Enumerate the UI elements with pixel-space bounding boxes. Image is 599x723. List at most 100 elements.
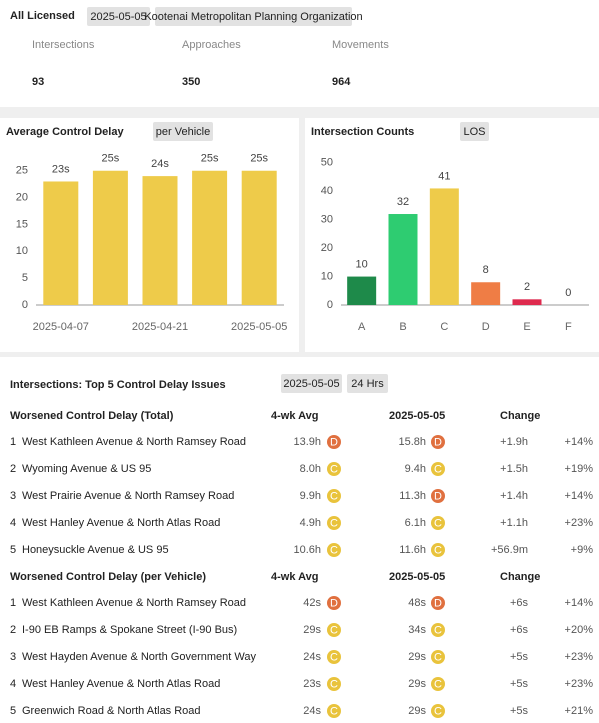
change-value: +5s — [510, 651, 529, 663]
los-letter: C — [330, 705, 338, 717]
current-value: 48s — [408, 597, 426, 609]
data-label: 0 — [565, 287, 571, 299]
avg-value: 9.9h — [300, 490, 321, 502]
change-percent: +14% — [565, 490, 594, 502]
stat-value: 350 — [182, 76, 200, 88]
los-badge — [431, 650, 445, 664]
bar — [142, 176, 178, 305]
change-value: +1.9h — [500, 436, 528, 448]
current-value: 29s — [408, 705, 426, 717]
rank: 4 — [10, 517, 16, 529]
change-value: +56.9m — [491, 544, 528, 556]
los-letter: D — [434, 597, 442, 609]
stat-value: 964 — [332, 76, 351, 88]
los-badge — [327, 677, 341, 691]
avg-value: 24s — [303, 705, 321, 717]
intersection-name: West Kathleen Avenue & North Ramsey Road — [22, 597, 246, 609]
los-badge — [431, 462, 445, 476]
y-tick-label: 0 — [22, 299, 28, 311]
y-tick-label: 20 — [321, 242, 333, 254]
bar — [347, 276, 377, 305]
column-header: 4-wk Avg — [271, 410, 318, 422]
avg-value: 23s — [303, 678, 321, 690]
chart-title: Intersection Counts — [311, 126, 414, 138]
intersection-name: West Prairie Avenue & North Ramsey Road — [22, 490, 234, 502]
los-letter: C — [330, 490, 338, 502]
los-letter: C — [330, 678, 338, 690]
los-badge — [431, 435, 445, 449]
data-label: 24s — [151, 158, 169, 170]
data-label: 25s — [201, 153, 219, 165]
current-value: 11.6h — [399, 544, 426, 556]
los-badge — [327, 462, 341, 476]
tag-label: 2025-05-05 — [283, 378, 339, 390]
avg-value: 8.0h — [300, 463, 321, 475]
bar — [388, 214, 418, 305]
tag-label: Kootenai Metropolitan Planning Organizat… — [144, 11, 362, 23]
change-percent: +19% — [565, 463, 594, 475]
tag — [460, 122, 489, 141]
stat-label: Movements — [332, 39, 389, 51]
column-header: 4-wk Avg — [271, 571, 318, 583]
los-letter: C — [434, 651, 442, 663]
los-badge — [327, 516, 341, 530]
los-letter: C — [434, 624, 442, 636]
change-percent: +21% — [565, 705, 594, 717]
intersection-name: West Hanley Avenue & North Atlas Road — [22, 678, 220, 690]
y-tick-label: 20 — [16, 191, 28, 203]
change-value: +5s — [510, 705, 529, 717]
rank: 1 — [10, 436, 16, 448]
stat-value: 93 — [32, 76, 44, 88]
intersection-name: Greenwich Road & North Atlas Road — [22, 705, 201, 717]
bar — [471, 282, 501, 305]
x-tick-label: F — [565, 321, 572, 333]
los-letter: C — [330, 463, 338, 475]
data-label: 8 — [483, 264, 489, 276]
data-label: 25s — [250, 153, 268, 165]
los-letter: C — [434, 678, 442, 690]
los-letter: C — [330, 517, 338, 529]
los-badge — [327, 650, 341, 664]
tag — [87, 7, 150, 26]
column-header: Change — [500, 571, 540, 583]
los-badge — [431, 623, 445, 637]
rank: 2 — [10, 624, 16, 636]
x-tick-label: B — [399, 321, 406, 333]
bar — [43, 181, 79, 305]
los-badge — [431, 543, 445, 557]
change-value: +1.5h — [500, 463, 528, 475]
column-header: Worsened Control Delay (Total) — [10, 410, 174, 422]
column-header: 2025-05-05 — [389, 410, 445, 422]
current-value: 9.4h — [405, 463, 426, 475]
los-letter: C — [434, 544, 442, 556]
los-badge — [431, 516, 445, 530]
table-panel — [0, 357, 599, 723]
change-value: +5s — [510, 678, 529, 690]
data-label: 25s — [102, 153, 120, 165]
data-label: 2 — [524, 281, 530, 293]
y-tick-label: 10 — [16, 245, 28, 257]
los-badge — [431, 677, 445, 691]
change-value: +1.1h — [500, 517, 528, 529]
change-percent: +23% — [565, 678, 594, 690]
data-label: 32 — [397, 196, 409, 208]
los-letter: C — [330, 651, 338, 663]
table-title: Intersections: Top 5 Control Delay Issue… — [10, 379, 226, 391]
chart-title: Average Control Delay — [6, 126, 124, 138]
y-tick-label: 10 — [321, 270, 333, 282]
los-badge — [327, 435, 341, 449]
bar — [92, 170, 128, 305]
tag — [155, 7, 352, 26]
avg-value: 13.9h — [293, 436, 321, 448]
los-badge — [327, 623, 341, 637]
x-tick-label: C — [440, 321, 448, 333]
y-tick-label: 30 — [321, 214, 333, 226]
change-percent: +23% — [565, 651, 594, 663]
rank: 2 — [10, 463, 16, 475]
current-value: 29s — [408, 678, 426, 690]
los-letter: D — [330, 597, 338, 609]
current-value: 11.3h — [399, 490, 426, 502]
change-percent: +14% — [565, 436, 594, 448]
x-tick-label: A — [358, 321, 366, 333]
avg-value: 29s — [303, 624, 321, 636]
